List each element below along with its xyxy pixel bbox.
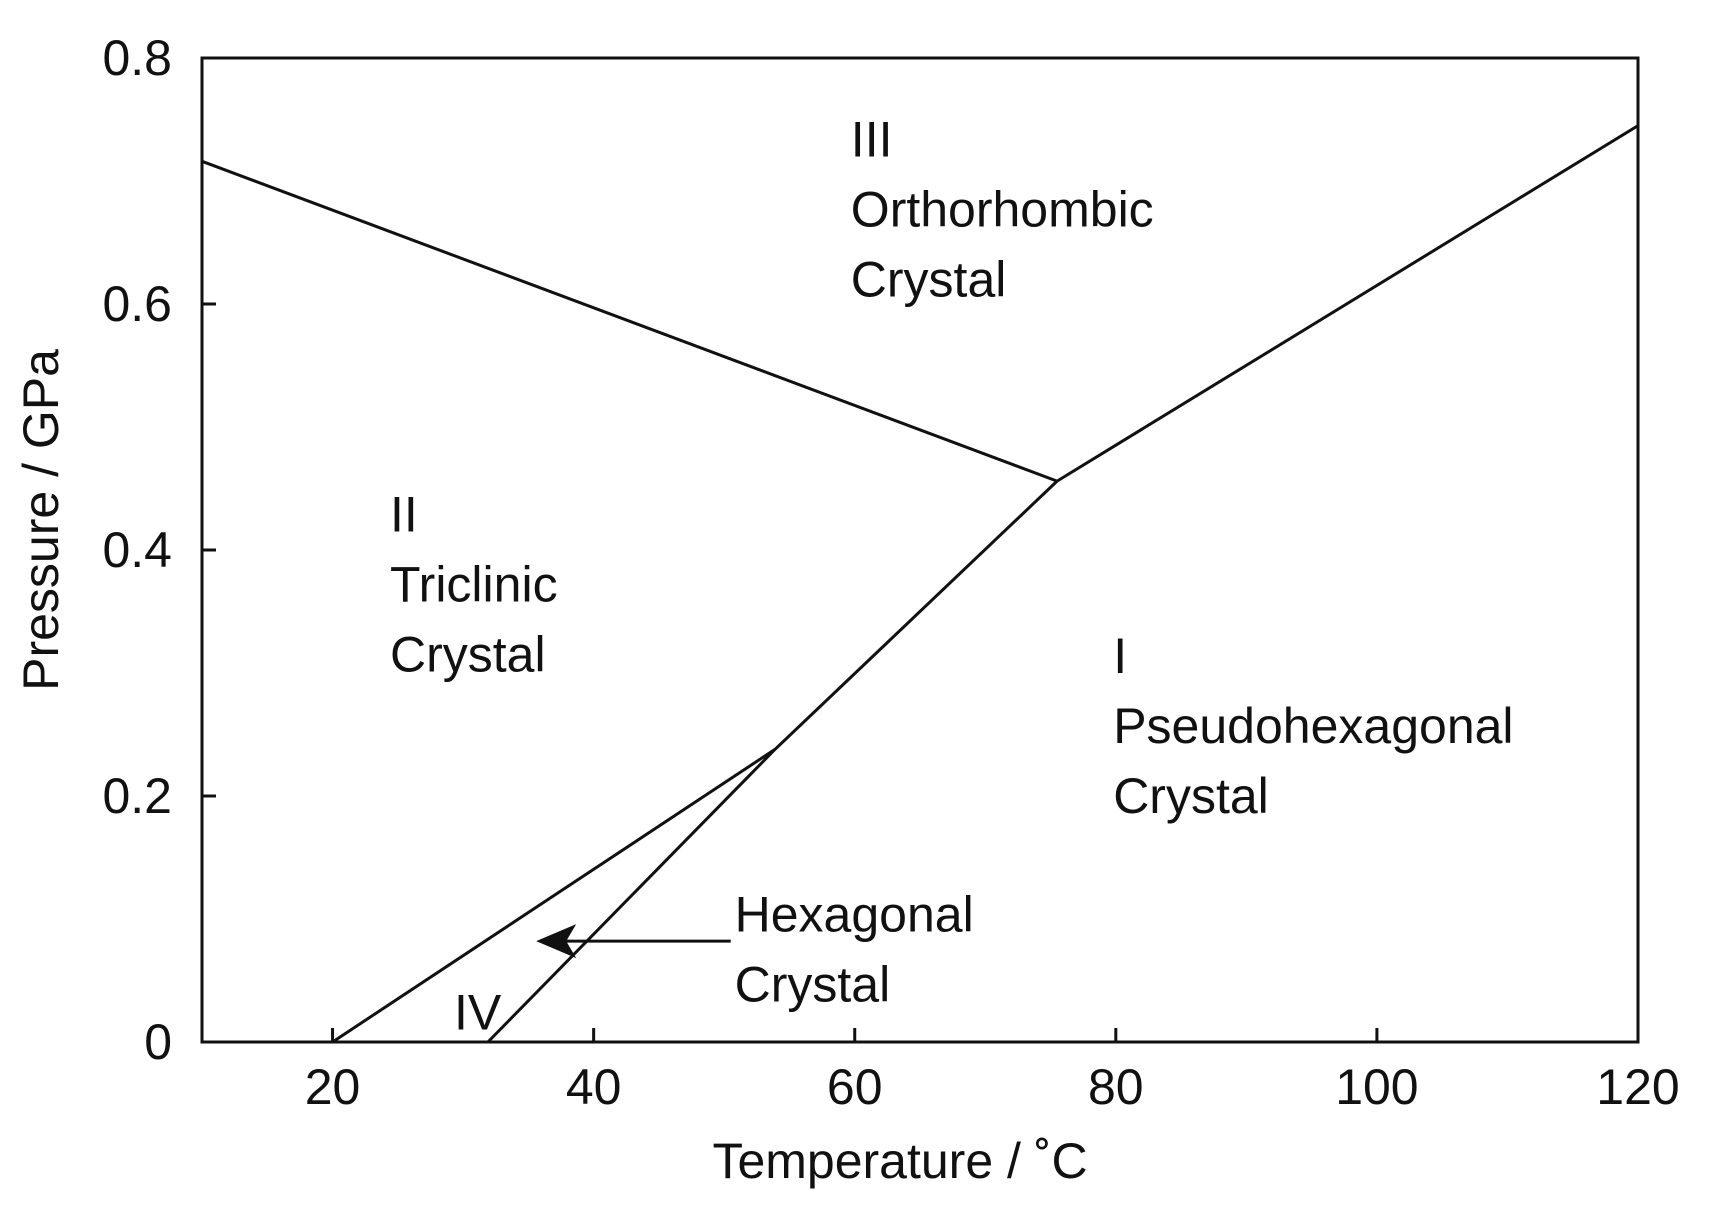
y-tick-label: 0.8 — [102, 30, 172, 86]
region-label-line: Triclinic — [390, 557, 558, 613]
region-label-line: IV — [454, 985, 502, 1041]
phase-boundary-line — [1056, 124, 1639, 483]
x-tick-label: 120 — [1596, 1059, 1679, 1115]
x-axis-title: Temperature / ˚C — [712, 1133, 1087, 1189]
region-label-line: Hexagonal — [735, 886, 974, 942]
region-label: II Triclinic Crystal — [390, 487, 558, 683]
arrow-head — [536, 924, 577, 959]
phase-boundaries — [201, 124, 1639, 1044]
x-axis-ticks: 20 40 60 80 100 120 — [305, 1028, 1680, 1115]
region-label-line: Orthorhombic — [851, 181, 1154, 237]
x-tick-label: 40 — [566, 1059, 622, 1115]
region-label: Hexagonal Crystal — [735, 886, 974, 1012]
x-tick-label: 60 — [827, 1059, 883, 1115]
x-tick-label: 80 — [1088, 1059, 1144, 1115]
region-label-line: I — [1113, 628, 1127, 684]
region-label-line: II — [390, 487, 418, 543]
region-label-line: Crystal — [390, 627, 546, 683]
y-tick-label: 0 — [144, 1014, 172, 1070]
region-label-line: III — [851, 111, 893, 167]
phase-boundary-line — [201, 159, 1058, 483]
x-tick-label: 20 — [305, 1059, 361, 1115]
x-tick-label: 100 — [1335, 1059, 1418, 1115]
phase-boundary-line — [331, 748, 776, 1044]
region-label-line: Crystal — [1113, 768, 1269, 824]
region-labels: III Orthorhombic Crystal II Triclinic Crystal… — [390, 111, 1514, 1040]
y-axis-ticks: 0 0.2 0.4 0.6 0.8 — [102, 30, 216, 1070]
y-tick-label: 0.6 — [102, 276, 172, 332]
region-label: I Pseudohexagonal Crystal — [1113, 628, 1513, 824]
region-label: III Orthorhombic Crystal — [851, 111, 1154, 307]
y-tick-label: 0.2 — [102, 768, 172, 824]
y-axis-title: Pressure / GPa — [13, 349, 69, 691]
region-label-line: Crystal — [735, 956, 891, 1012]
y-tick-label: 0.4 — [102, 522, 172, 578]
region-label-line: Crystal — [851, 251, 1007, 307]
region-label: IV — [454, 985, 502, 1041]
region-label-line: Pseudohexagonal — [1113, 698, 1513, 754]
annotation-arrow — [536, 924, 731, 959]
